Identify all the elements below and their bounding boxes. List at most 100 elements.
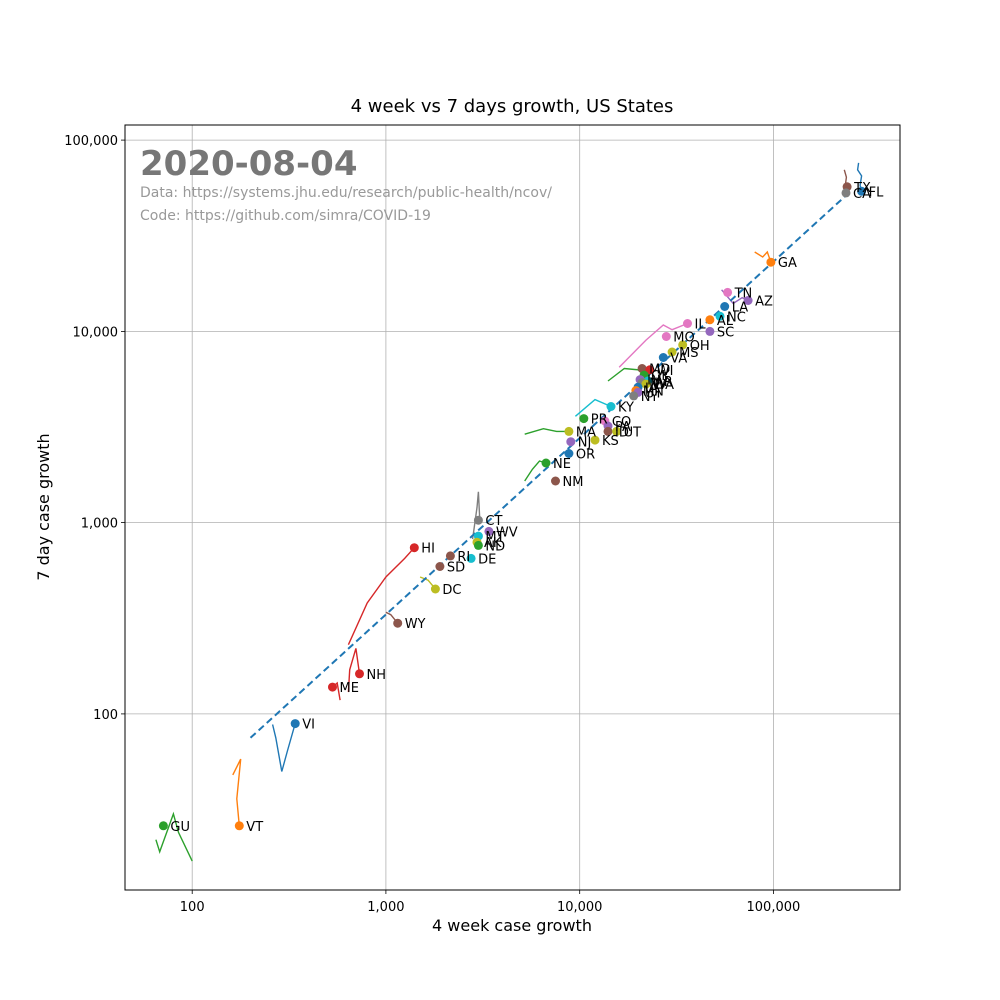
history-trail: [574, 398, 612, 417]
point-label-pa: PA: [615, 420, 631, 435]
x-tick-label: 100: [180, 900, 205, 915]
point-label-la: LA: [732, 301, 749, 316]
point-label-ut: UT: [624, 425, 642, 440]
x-tick-label: 1,000: [367, 900, 404, 915]
point-label-or: OR: [576, 448, 595, 463]
point-mo: [661, 332, 671, 341]
point-oh: [678, 340, 688, 350]
point-label-nj: NJ: [578, 436, 592, 451]
point-label-gu: GU: [170, 820, 190, 835]
point-nh: [355, 669, 364, 679]
code-source-text: Code: https://github.com/simra/COVID-19: [140, 208, 431, 224]
point-ri: [445, 551, 455, 561]
plot-frame: [124, 124, 901, 891]
point-label-ma: MA: [576, 425, 596, 440]
point-hi: [409, 543, 419, 553]
history-trail: [271, 723, 296, 772]
point-label-tn: TN: [734, 286, 753, 301]
point-label-ks: KS: [602, 434, 619, 449]
x-axis-title: 4 week case growth: [432, 916, 592, 935]
point-gu: [158, 821, 168, 831]
point-label-va: VA: [670, 352, 687, 367]
point-fl: [857, 186, 867, 196]
point-wy: [393, 618, 403, 628]
point-ky: [606, 402, 616, 411]
grid-lines: [125, 125, 900, 890]
point-label-ms: MS: [679, 346, 698, 361]
point-label-wy: WY: [405, 617, 426, 632]
history-trail: [618, 322, 688, 368]
point-label-id: ID: [615, 425, 629, 440]
point-label-fl: FL: [869, 185, 884, 200]
chart-title: 4 week vs 7 days growth, US States: [351, 96, 674, 117]
point-label-az: AZ: [755, 295, 773, 310]
history-trail: [232, 758, 242, 826]
point-ms: [667, 347, 677, 357]
point-label-il: IL: [695, 318, 707, 333]
point-label-ga: GA: [778, 256, 797, 271]
point-label-dc: DC: [442, 583, 461, 598]
point-label-nc: NC: [727, 310, 746, 325]
y-tick-label: 10,000: [73, 325, 119, 340]
point-il: [683, 319, 692, 328]
data-source-text: Data: https://systems.jhu.edu/research/p…: [140, 185, 552, 201]
point-wa: [641, 379, 651, 389]
point-vt: [234, 821, 244, 831]
point-label-ok: OK: [651, 369, 670, 384]
point-ga: [766, 257, 776, 267]
point-ne: [541, 458, 551, 468]
point-label-ny: NY: [641, 390, 659, 405]
point-label-md: MD: [649, 363, 670, 378]
point-label-pr: PR: [591, 413, 608, 428]
point-label-ky: KY: [618, 401, 634, 416]
point-label-wi: WI: [657, 364, 674, 379]
point-label-ar: AR: [655, 375, 673, 390]
history-trails: [155, 162, 863, 862]
point-ny: [629, 391, 639, 401]
point-ma: [564, 426, 574, 436]
point-sd: [435, 562, 445, 571]
point-dc: [430, 584, 440, 594]
y-tick-label: 1,000: [81, 517, 118, 532]
point-label-ut: UT: [645, 386, 663, 401]
history-trail: [524, 427, 569, 435]
axis-ticks: 100 1,000 10,000 100,000 100 1,000 10,000 100,0…: [64, 134, 800, 915]
y-axis-title: 7 day case growth: [34, 433, 53, 580]
point-label-vt: VT: [246, 820, 263, 835]
point-ks: [590, 435, 600, 445]
point-label-sd: SD: [447, 561, 465, 576]
point-vi: [290, 719, 300, 729]
history-trail: [347, 648, 361, 693]
point-ct: [473, 515, 483, 525]
point-label-mt: MT: [485, 530, 504, 545]
point-label-ct: CT: [485, 514, 502, 529]
point-al: [705, 315, 715, 325]
trend-line-group: [249, 193, 848, 739]
point-label-me: ME: [340, 681, 359, 696]
point-label-nm: NM: [563, 475, 584, 490]
history-trail: [471, 491, 481, 540]
point-nc: [715, 311, 725, 321]
point-label-mo: MO: [673, 331, 694, 346]
y-tick-label: 100,000: [64, 134, 118, 149]
point-label-oh: OH: [690, 339, 710, 354]
history-trail: [347, 547, 415, 645]
point-label-mn: MN: [643, 385, 664, 400]
point-pr: [579, 414, 589, 424]
trend-line: [249, 193, 848, 739]
point-label-nh: NH: [367, 668, 387, 683]
point-label-hi: HI: [421, 542, 435, 557]
point-nm: [551, 476, 560, 486]
point-la: [720, 302, 730, 311]
point-label-tx: TX: [853, 181, 871, 196]
point-tn: [723, 287, 733, 297]
point-nd: [473, 540, 483, 550]
point-or: [564, 449, 574, 458]
x-tick-label: 10,000: [557, 900, 603, 915]
y-tick-label: 100: [93, 708, 118, 723]
point-label-al: AL: [717, 314, 734, 329]
point-label-ia: IA: [645, 381, 658, 396]
point-label-wa: WA: [653, 378, 674, 393]
